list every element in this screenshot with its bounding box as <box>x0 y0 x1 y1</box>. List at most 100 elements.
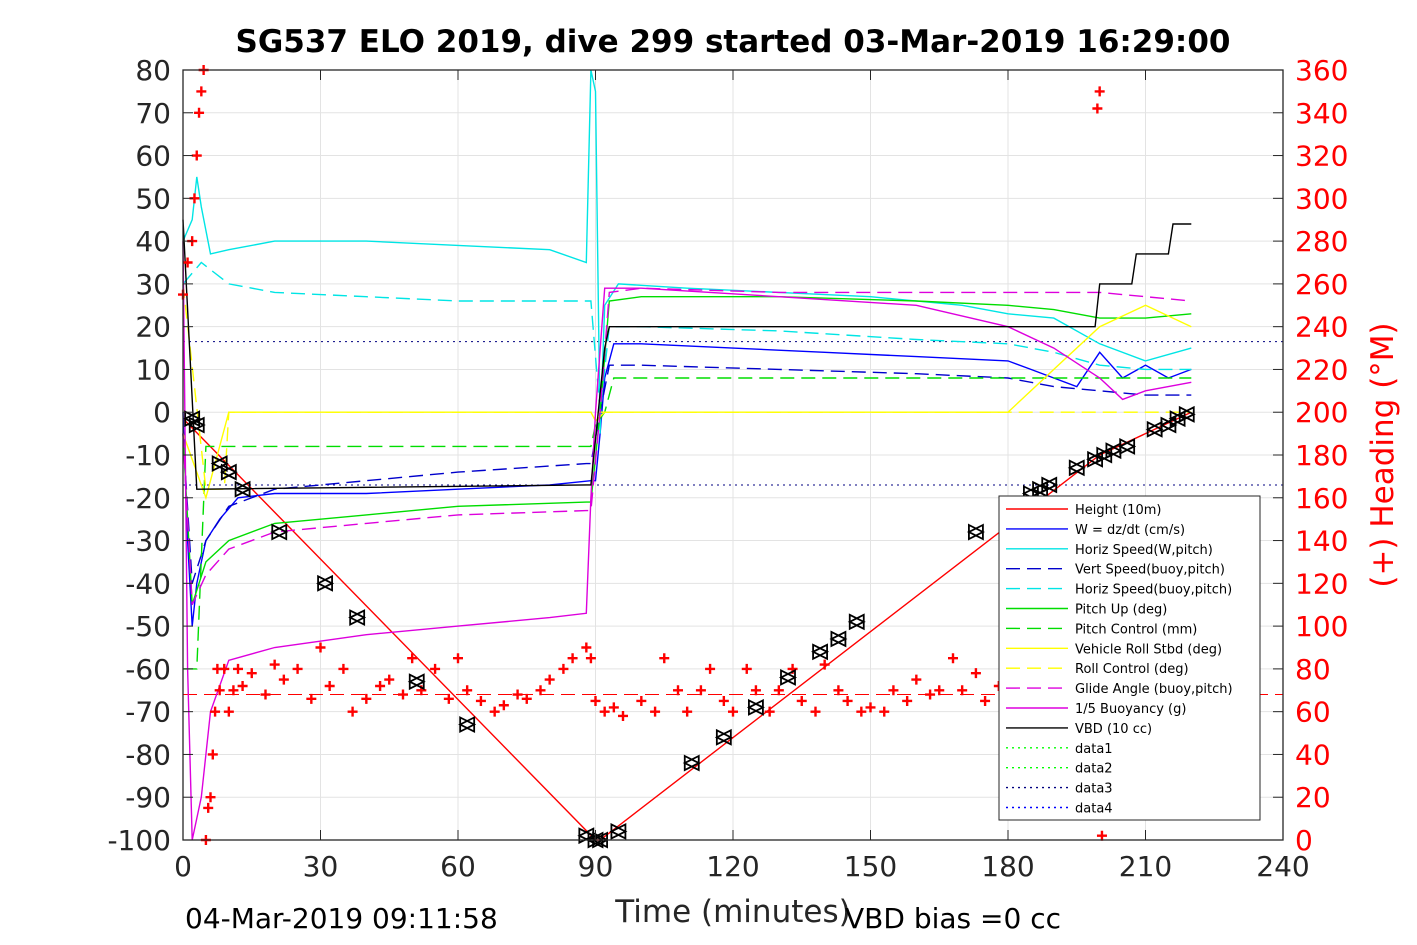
height-marker <box>1040 476 1059 494</box>
y-tick-label: -80 <box>125 738 171 771</box>
y-tick-label: 0 <box>153 396 171 429</box>
heading-point <box>682 706 693 717</box>
heading-point <box>219 663 230 674</box>
x-tick-label: 240 <box>1256 850 1309 883</box>
heading-point <box>728 706 738 717</box>
legend-label-10: 1/5 Buoyancy (g) <box>1075 702 1186 717</box>
y-tick-label: -30 <box>125 525 171 558</box>
footer-vbd-bias: VBD bias =0 cc <box>845 902 1061 935</box>
right-axis-label: (+) Heading (°M) <box>1365 322 1401 587</box>
heading-point <box>489 706 500 717</box>
heading-point <box>581 642 592 653</box>
legend-label-7: Vehicle Roll Stbd (deg) <box>1075 642 1222 657</box>
y-right-tick-label: 140 <box>1295 525 1348 558</box>
heading-point <box>819 659 830 670</box>
height-marker <box>348 609 367 627</box>
legend-label-15: data4 <box>1075 802 1113 817</box>
heading-point <box>1092 103 1103 114</box>
height-marker <box>407 673 426 691</box>
legend-label-11: VBD (10 cc) <box>1075 722 1152 737</box>
y-right-tick-label: 160 <box>1295 482 1348 515</box>
heading-point <box>315 642 326 653</box>
heading-point <box>585 653 596 664</box>
heading-point <box>888 685 899 696</box>
legend-label-0: Height (10m) <box>1075 503 1161 518</box>
heading-point <box>203 802 214 813</box>
y-tick-label: 80 <box>135 54 171 87</box>
heading-point <box>194 107 205 118</box>
footer-timestamp: 04-Mar-2019 09:11:58 <box>185 902 498 935</box>
heading-point <box>718 695 729 706</box>
series-lines <box>182 69 1192 841</box>
heading-point <box>650 706 661 717</box>
y-tick-label: -100 <box>107 824 171 857</box>
heading-point <box>934 685 945 696</box>
heading-point <box>521 693 532 704</box>
heading-point <box>292 663 303 674</box>
y-right-tick-label: 100 <box>1295 610 1348 643</box>
height-marker <box>682 754 701 772</box>
height-marker <box>1067 459 1086 477</box>
y-right-tick-label: 40 <box>1295 738 1331 771</box>
x-tick-label: 0 <box>174 850 192 883</box>
heading-point <box>260 689 271 700</box>
heading-point <box>214 685 225 696</box>
height-marker <box>187 416 206 434</box>
y-tick-label: 10 <box>135 353 171 386</box>
heading-point <box>957 685 968 696</box>
heading-point <box>741 663 752 674</box>
legend: Height (10m) W = dz/dt (cm/s) Horiz Speed(… <box>998 495 1261 821</box>
heading-point <box>233 663 243 674</box>
heading-point <box>673 685 683 696</box>
heading-point <box>338 663 349 674</box>
heading-point <box>347 706 358 717</box>
legend-label-6: Pitch Control (mm) <box>1075 622 1197 637</box>
legend-label-4: Horiz Speed(buoy,pitch) <box>1075 583 1232 598</box>
heading-point <box>902 695 913 706</box>
series-line-4 <box>182 261 1192 413</box>
series-line-8 <box>182 283 1192 490</box>
y-right-tick-label: 280 <box>1295 225 1348 258</box>
y-tick-label: 40 <box>135 225 171 258</box>
heading-point <box>1094 86 1105 97</box>
heading-point <box>773 685 784 696</box>
y-right-tick-label: 80 <box>1295 653 1331 686</box>
heading-point <box>246 668 257 679</box>
heading-point <box>498 700 509 711</box>
heading-point <box>796 695 807 706</box>
heading-point <box>191 150 202 161</box>
heading-point <box>182 257 193 268</box>
height-marker <box>458 716 477 733</box>
legend-label-5: Pitch Up (deg) <box>1075 603 1167 618</box>
chart-title: SG537 ELO 2019, dive 299 started 03-Mar-… <box>236 24 1231 60</box>
heading-point <box>567 653 578 664</box>
heading-point <box>462 685 473 696</box>
axis-ticks: 0 30 60 90 120 150 180 210 24080706050403020100-… <box>107 54 1348 883</box>
height-marker <box>778 668 798 686</box>
heading-point <box>705 663 716 674</box>
heading-point <box>636 695 647 706</box>
heading-point <box>475 695 486 706</box>
heading-point <box>810 706 821 717</box>
heading-point <box>750 685 761 696</box>
x-tick-label: 150 <box>844 850 897 883</box>
height-marker <box>847 613 866 631</box>
y-tick-label: 70 <box>135 97 171 130</box>
y-tick-label: 20 <box>135 311 171 344</box>
heading-point <box>980 695 991 706</box>
height-marker <box>270 523 289 541</box>
heading-point <box>384 674 395 685</box>
height-marker <box>829 630 848 648</box>
y-right-tick-label: 320 <box>1295 140 1348 173</box>
heading-point <box>833 685 844 696</box>
height-marker <box>609 822 628 840</box>
x-tick-label: 210 <box>1119 850 1172 883</box>
heading-point <box>512 689 523 700</box>
heading-point <box>599 706 610 717</box>
legend-label-1: W = dz/dt (cm/s) <box>1075 523 1185 538</box>
y-right-tick-label: 180 <box>1295 439 1348 472</box>
y-tick-label: -50 <box>125 610 171 643</box>
y-right-tick-label: 340 <box>1295 97 1348 130</box>
y-right-tick-label: 240 <box>1295 311 1348 344</box>
heading-point <box>278 674 289 685</box>
